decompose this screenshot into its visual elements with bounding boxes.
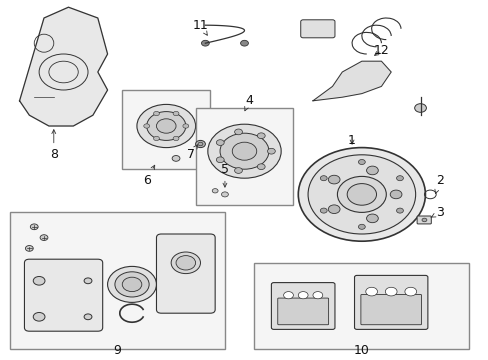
Polygon shape xyxy=(20,7,107,126)
Text: 2: 2 xyxy=(434,174,443,194)
Text: 4: 4 xyxy=(244,94,253,111)
Circle shape xyxy=(358,224,365,229)
Ellipse shape xyxy=(307,155,415,234)
Circle shape xyxy=(30,224,38,230)
FancyBboxPatch shape xyxy=(277,298,328,325)
Circle shape xyxy=(257,164,264,170)
Circle shape xyxy=(365,287,377,296)
Circle shape xyxy=(212,189,218,193)
FancyBboxPatch shape xyxy=(354,275,427,329)
Circle shape xyxy=(312,292,322,299)
Ellipse shape xyxy=(220,133,268,169)
Circle shape xyxy=(84,278,92,284)
Text: 10: 10 xyxy=(353,345,369,357)
Circle shape xyxy=(385,287,396,296)
Circle shape xyxy=(240,40,248,46)
Circle shape xyxy=(234,129,242,135)
Text: 3: 3 xyxy=(430,206,443,219)
Ellipse shape xyxy=(137,104,195,148)
Circle shape xyxy=(33,276,45,285)
Circle shape xyxy=(257,133,264,139)
Circle shape xyxy=(396,208,403,213)
Circle shape xyxy=(183,124,188,128)
Circle shape xyxy=(366,214,378,223)
Text: 7: 7 xyxy=(186,145,197,161)
Bar xyxy=(10,212,224,349)
Circle shape xyxy=(84,314,92,320)
Circle shape xyxy=(201,40,209,46)
Circle shape xyxy=(389,190,401,199)
Circle shape xyxy=(366,166,378,175)
Text: 5: 5 xyxy=(221,163,228,187)
Circle shape xyxy=(216,157,224,163)
Ellipse shape xyxy=(156,119,176,133)
Text: 8: 8 xyxy=(50,130,58,161)
Circle shape xyxy=(33,312,45,321)
FancyBboxPatch shape xyxy=(360,294,421,325)
Circle shape xyxy=(327,175,339,184)
Circle shape xyxy=(143,124,149,128)
Circle shape xyxy=(396,176,403,181)
FancyBboxPatch shape xyxy=(156,234,215,313)
Circle shape xyxy=(195,140,205,148)
Ellipse shape xyxy=(171,252,200,274)
Circle shape xyxy=(216,140,224,145)
Circle shape xyxy=(283,292,293,299)
Ellipse shape xyxy=(122,277,142,292)
Bar xyxy=(122,90,210,169)
Circle shape xyxy=(320,208,326,213)
Text: 1: 1 xyxy=(347,134,355,147)
Polygon shape xyxy=(312,61,390,101)
Circle shape xyxy=(414,104,426,112)
Circle shape xyxy=(320,176,326,181)
Ellipse shape xyxy=(115,272,149,297)
Circle shape xyxy=(298,292,307,299)
Ellipse shape xyxy=(337,176,386,212)
Circle shape xyxy=(267,148,275,154)
Ellipse shape xyxy=(346,184,376,205)
Ellipse shape xyxy=(146,112,185,140)
Text: 9: 9 xyxy=(113,345,121,357)
Ellipse shape xyxy=(107,266,156,302)
Circle shape xyxy=(173,136,179,141)
Ellipse shape xyxy=(176,256,195,270)
Bar xyxy=(254,263,468,349)
Circle shape xyxy=(25,246,33,251)
Circle shape xyxy=(358,159,365,165)
Ellipse shape xyxy=(232,142,256,160)
FancyBboxPatch shape xyxy=(24,259,102,331)
Circle shape xyxy=(153,136,159,141)
Text: 6: 6 xyxy=(142,165,154,186)
Ellipse shape xyxy=(298,148,425,241)
Circle shape xyxy=(40,235,48,240)
Circle shape xyxy=(172,156,180,161)
Circle shape xyxy=(153,111,159,116)
Text: 12: 12 xyxy=(373,44,388,57)
Circle shape xyxy=(404,287,416,296)
FancyBboxPatch shape xyxy=(300,20,334,38)
Text: 11: 11 xyxy=(192,19,208,35)
Ellipse shape xyxy=(207,124,281,178)
Circle shape xyxy=(234,168,242,174)
FancyBboxPatch shape xyxy=(416,216,430,224)
FancyBboxPatch shape xyxy=(271,283,334,329)
Circle shape xyxy=(173,111,179,116)
Bar xyxy=(195,108,293,205)
Circle shape xyxy=(421,218,426,222)
Circle shape xyxy=(327,205,339,213)
Circle shape xyxy=(221,192,228,197)
Circle shape xyxy=(198,142,203,146)
